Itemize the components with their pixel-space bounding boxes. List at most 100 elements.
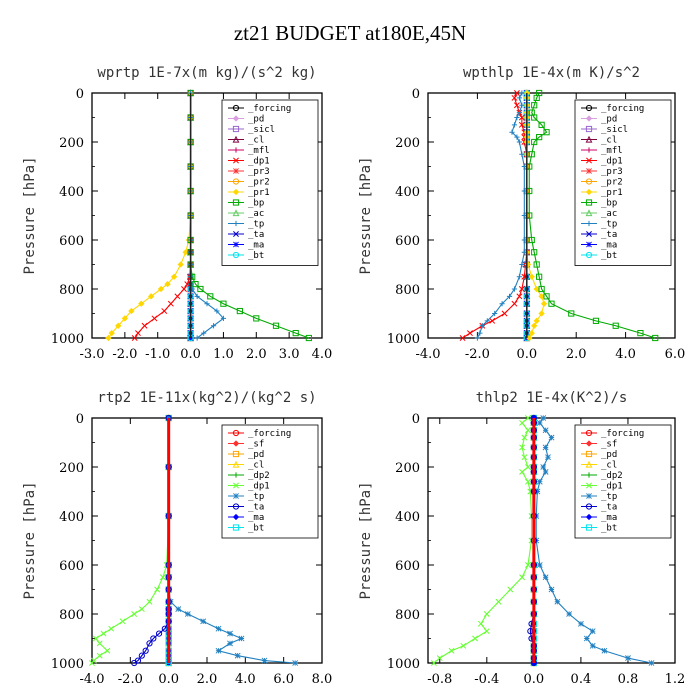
data-point: [531, 138, 538, 146]
data-point: [472, 635, 479, 642]
x-tick-label: 3.0: [279, 347, 300, 362]
data-point: [489, 317, 496, 324]
series-dp1: [459, 90, 530, 341]
legend-label: _bt: [248, 251, 264, 261]
data-point: [548, 434, 555, 441]
data-point: [536, 273, 543, 280]
data-point: [147, 293, 155, 300]
legend-label: _mfl: [248, 146, 270, 156]
data-point: [528, 329, 535, 337]
x-tick-label: 8.0: [312, 672, 333, 687]
data-point: [519, 468, 526, 475]
x-tick-label: 6.0: [665, 347, 686, 362]
x-tick-label: 0.4: [571, 672, 592, 687]
series-line: [433, 417, 533, 664]
legend-marker: [233, 168, 239, 174]
data-point: [542, 444, 549, 451]
data-point: [146, 598, 153, 605]
legend-label: _bp: [248, 199, 264, 209]
data-point: [436, 655, 443, 662]
data-point: [154, 586, 161, 593]
x-tick-label: 2.0: [246, 347, 267, 362]
data-point: [215, 647, 222, 654]
y-tick-label: 1000: [51, 657, 84, 672]
legend-marker: [233, 147, 239, 153]
panel-1: wprtp 1E-7x(m kg)/(s^2 kg) Pressure [hPa]…: [22, 65, 332, 362]
data-point: [534, 488, 541, 495]
data-point: [430, 660, 437, 666]
data-point: [519, 90, 525, 96]
legend-label: _forcing: [601, 104, 644, 114]
data-point: [540, 464, 547, 470]
legend-label: _sicl: [248, 125, 275, 135]
y-tick-label: 800: [395, 608, 420, 623]
data-point: [214, 308, 220, 314]
legend-label: _tp: [601, 492, 617, 502]
legend-label: _tp: [601, 220, 617, 230]
data-point: [514, 134, 520, 140]
data-point: [261, 657, 268, 664]
legend-label: _dp1: [248, 157, 270, 167]
data-point: [542, 468, 549, 475]
legend-marker: [585, 440, 593, 447]
data-point: [138, 606, 145, 613]
data-point: [477, 620, 484, 627]
x-tick-label: 0.8: [618, 672, 639, 687]
legend-label: _pd: [248, 450, 264, 460]
data-point: [167, 300, 174, 307]
y-tick-label: 0: [76, 87, 84, 102]
data-point: [501, 310, 508, 317]
legend-label: _sf: [248, 440, 264, 450]
series-line: [476, 92, 525, 339]
x-tick-label: 1.2: [665, 672, 686, 687]
legend-box: [221, 99, 319, 266]
data-point: [518, 286, 525, 292]
data-point: [142, 647, 149, 654]
data-point: [519, 102, 525, 108]
y-tick-label: 400: [59, 185, 84, 200]
data-point: [138, 300, 145, 307]
legend-label: _ta: [248, 230, 264, 240]
data-point: [538, 310, 545, 317]
data-point: [545, 454, 551, 461]
legend-marker: [585, 524, 593, 531]
legend-label: _cl: [248, 461, 264, 471]
y-tick-label: 400: [395, 510, 420, 525]
x-tick-label: 0.0: [158, 672, 179, 687]
data-point: [184, 611, 191, 617]
data-point: [516, 95, 522, 101]
figure-title: zt21 BUDGET at180E,45N: [234, 21, 466, 45]
data-point: [131, 659, 138, 667]
legend-label: _ac: [248, 209, 264, 219]
legend-label: _dp2: [601, 471, 623, 481]
series-line: [528, 92, 656, 339]
data-point: [519, 574, 526, 581]
data-point: [554, 598, 561, 605]
legend-marker: [585, 178, 593, 185]
x-tick-label: 4.0: [235, 672, 256, 687]
legend-marker: [232, 104, 240, 112]
legend-label: _ma: [248, 513, 264, 523]
data-point: [516, 110, 522, 116]
data-point: [516, 274, 522, 280]
legend-label: _dp1: [601, 482, 623, 492]
data-point: [499, 301, 505, 307]
y-tick-label: 0: [412, 412, 420, 427]
legend-marker: [586, 493, 592, 499]
x-tick-label: -4.0: [415, 347, 440, 362]
data-point: [96, 652, 103, 659]
data-point: [128, 307, 135, 315]
data-point: [253, 315, 260, 322]
data-point: [612, 322, 619, 329]
data-point: [164, 280, 171, 288]
series-dp1: [430, 415, 535, 666]
legend-label: _dp2: [248, 471, 270, 481]
data-point: [194, 335, 200, 341]
data-point: [204, 301, 210, 307]
legend: _forcing_sf_pd_cl_dp2_dp1_tp_ta_ma_bt: [221, 424, 319, 539]
x-tick-label: 0.0: [516, 347, 537, 362]
x-tick-label: -4.0: [79, 672, 104, 687]
legend-label: _pr2: [248, 178, 270, 188]
y-tick-label: 600: [59, 234, 84, 249]
x-tick-label: 2.0: [197, 672, 218, 687]
